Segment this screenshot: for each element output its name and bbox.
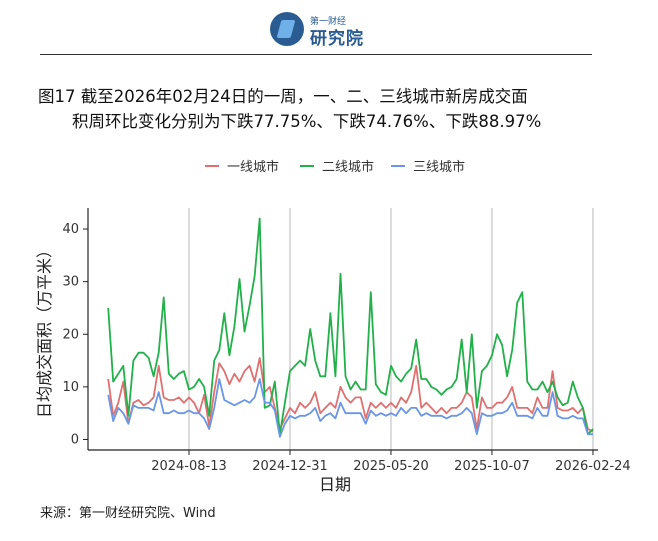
logo-sub-decoration: · · · · · · · · · · [310,44,360,50]
logo-top-text: 第一财经 [310,17,347,27]
y-tick-label-3: 30 [62,275,79,290]
y-tick-label-1: 10 [62,380,79,395]
series-line-2 [107,378,593,438]
x-axis-label: 日期 [319,475,351,494]
figure-title-line2: 积周环比变化分别为下跌77.75%、下跌74.76%、下跌88.97% [72,112,542,131]
x-tick-label-2: 2025-05-20 [353,459,429,474]
x-tick-label-0: 2024-08-13 [151,459,227,474]
header-rule [40,54,592,55]
chart-axes [87,208,598,451]
y-tick-label-2: 20 [62,327,79,342]
legend-label-0: 一线城市 [227,159,279,175]
legend-label-1: 二线城市 [322,159,374,175]
x-ticks: 2024-08-13 2024-12-31 2025-05-20 2025-10-07… [151,450,631,474]
chart-legend: 一线城市 二线城市 三线城市 [205,159,465,175]
source-note: 来源：第一财经研究院、Wind [40,506,216,521]
y-tick-label-0: 0 [71,432,79,447]
x-tick-label-1: 2024-12-31 [252,459,328,474]
x-tick-label-3: 2025-10-07 [454,459,530,474]
logo-main-text: 研究院 [310,29,364,49]
figure-title-line1: 图17 截至2026年02月24日的一周，一、二、三线城市新房成交面 [38,87,528,106]
y-ticks: 0 10 20 30 40 [62,222,88,447]
figure-title: 图17 截至2026年02月24日的一周，一、二、三线城市新房成交面 积周环比变… [38,84,618,134]
x-tick-label-4: 2026-02-24 [555,459,631,474]
series-line-1 [107,217,594,436]
line-chart: 一线城市 二线城市 三线城市 0 10 20 30 40 2024-08-13 2024-12… [35,159,631,494]
yicai-logo-icon [270,12,304,46]
logo: 第一财经 研究院 · · · · · · · · · · [270,10,400,50]
legend-label-2: 三线城市 [413,159,465,175]
series-line-0 [107,356,594,433]
y-axis-label: 日均成交面积（万平米） [35,242,54,418]
y-tick-label-4: 40 [62,222,79,237]
chart-series [107,217,594,438]
